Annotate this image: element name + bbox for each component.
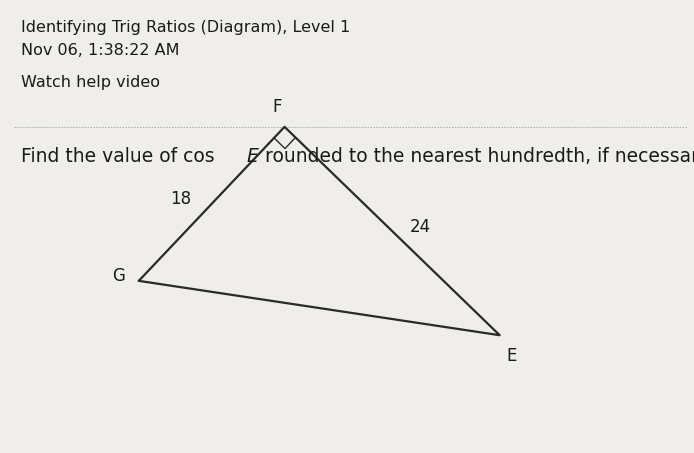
Text: 24: 24 [409,217,430,236]
Text: Nov 06, 1:38:22 AM: Nov 06, 1:38:22 AM [21,43,179,58]
Text: $E$: $E$ [246,147,260,166]
Text: E: E [507,347,517,365]
Text: Identifying Trig Ratios (Diagram), Level 1: Identifying Trig Ratios (Diagram), Level… [21,20,350,35]
Text: G: G [112,267,125,285]
Text: Watch help video: Watch help video [21,75,160,90]
Text: F: F [273,97,282,116]
Text: rounded to the nearest hundredth, if necessary.: rounded to the nearest hundredth, if nec… [259,147,694,166]
Text: Find the value of cos: Find the value of cos [21,147,221,166]
Text: 18: 18 [170,190,191,208]
